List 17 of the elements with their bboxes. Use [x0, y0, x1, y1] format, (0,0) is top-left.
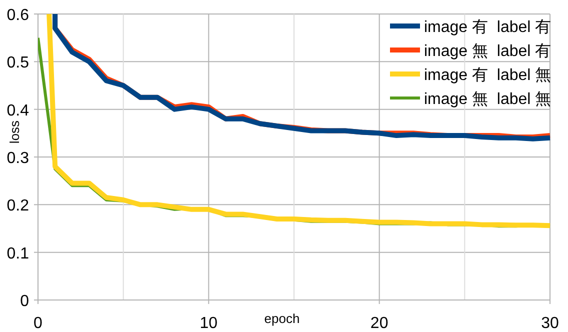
x-tick-label: 30: [541, 315, 559, 332]
y-tick-label: 0: [20, 293, 30, 310]
x-tick-label: 0: [34, 315, 43, 332]
y-tick-label: 0.5: [6, 54, 30, 72]
x-tick-label: 20: [370, 315, 388, 332]
y-tick-label: 0.2: [6, 198, 30, 215]
x-axis-title: epoch: [264, 311, 300, 326]
y-tick-label: 0.4: [6, 102, 30, 120]
y-axis-title: loss: [7, 120, 22, 144]
legend-label: image 有 label 無: [424, 67, 552, 84]
legend-label: image 無 label 無: [424, 91, 552, 108]
legend-label: image 有 label 有: [424, 19, 552, 36]
legend-label: image 無 label 有: [424, 43, 552, 60]
y-tick-label: 0.1: [6, 245, 30, 262]
y-tick-label: 0.6: [6, 7, 30, 24]
x-tick-label: 10: [200, 315, 218, 332]
y-tick-label: 0.3: [6, 150, 30, 167]
